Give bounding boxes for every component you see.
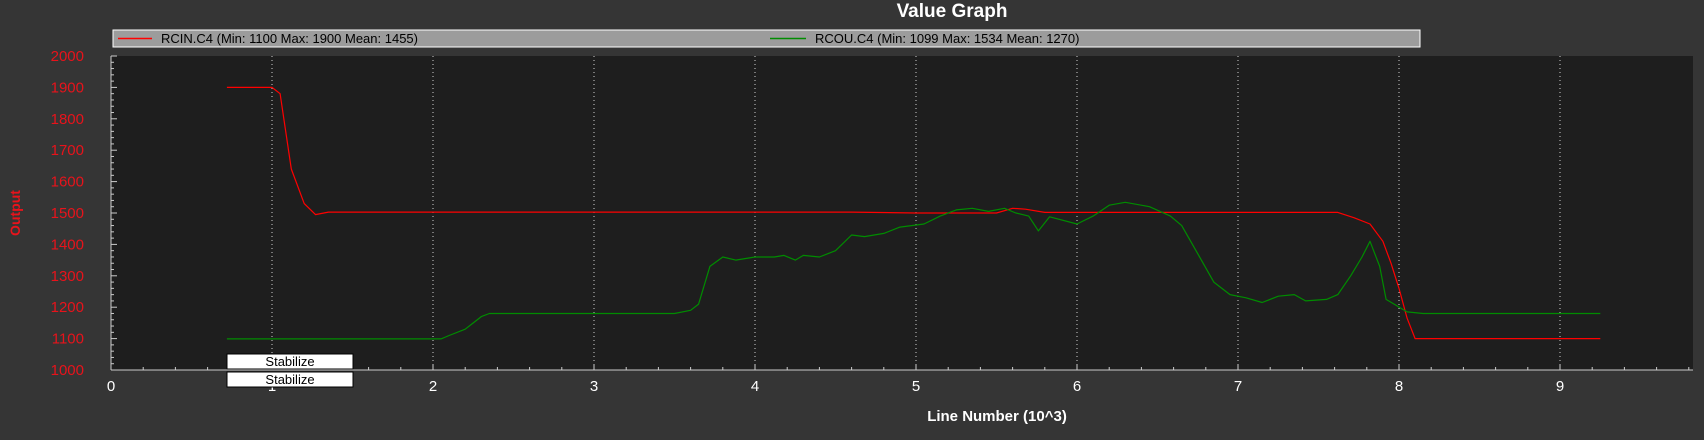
mode-label-2: Stabilize [265,372,314,387]
mode-box-2 [226,371,354,388]
y-tick-label: 1900 [51,79,84,96]
y-tick-label: 1500 [51,205,84,222]
series-line-rcin [226,86,1601,340]
y-tick-label: 1300 [51,268,84,285]
x-tick-label: 8 [1395,378,1403,395]
mode-label-1: Stabilize [265,354,314,369]
series-line-rcou [226,201,1601,340]
y-tick-label: 2000 [51,48,84,65]
y-axis-title: Output [7,190,23,236]
x-tick-label: 4 [751,378,759,395]
y-tick-label: 1700 [51,142,84,159]
y-tick-label: 1600 [51,174,84,191]
y-tick-label: 1100 [52,331,84,348]
legend-box [112,29,1421,48]
legend-label-rcou: RCOU.C4 (Min: 1099 Max: 1534 Mean: 1270) [815,31,1079,46]
y-tick-label: 1000 [51,362,84,379]
x-tick-label: 5 [912,378,920,395]
x-axis-title: Line Number (10^3) [927,408,1067,425]
chart-title: Value Graph [897,1,1008,22]
x-tick-label: 3 [590,378,598,395]
x-tick-label: 9 [1556,378,1564,395]
series-layer [226,86,1601,340]
x-tick-label: 2 [429,378,437,395]
x-tick-label: 6 [1073,378,1081,395]
y-tick-label: 1400 [51,236,84,253]
mode-box-1 [226,353,354,370]
y-tick-label: 1800 [51,111,84,128]
x-tick-label: 0 [107,378,115,395]
y-tick-label: 1200 [51,299,84,316]
x-tick-label: 7 [1234,378,1242,395]
legend-label-rcin: RCIN.C4 (Min: 1100 Max: 1900 Mean: 1455) [161,31,418,46]
